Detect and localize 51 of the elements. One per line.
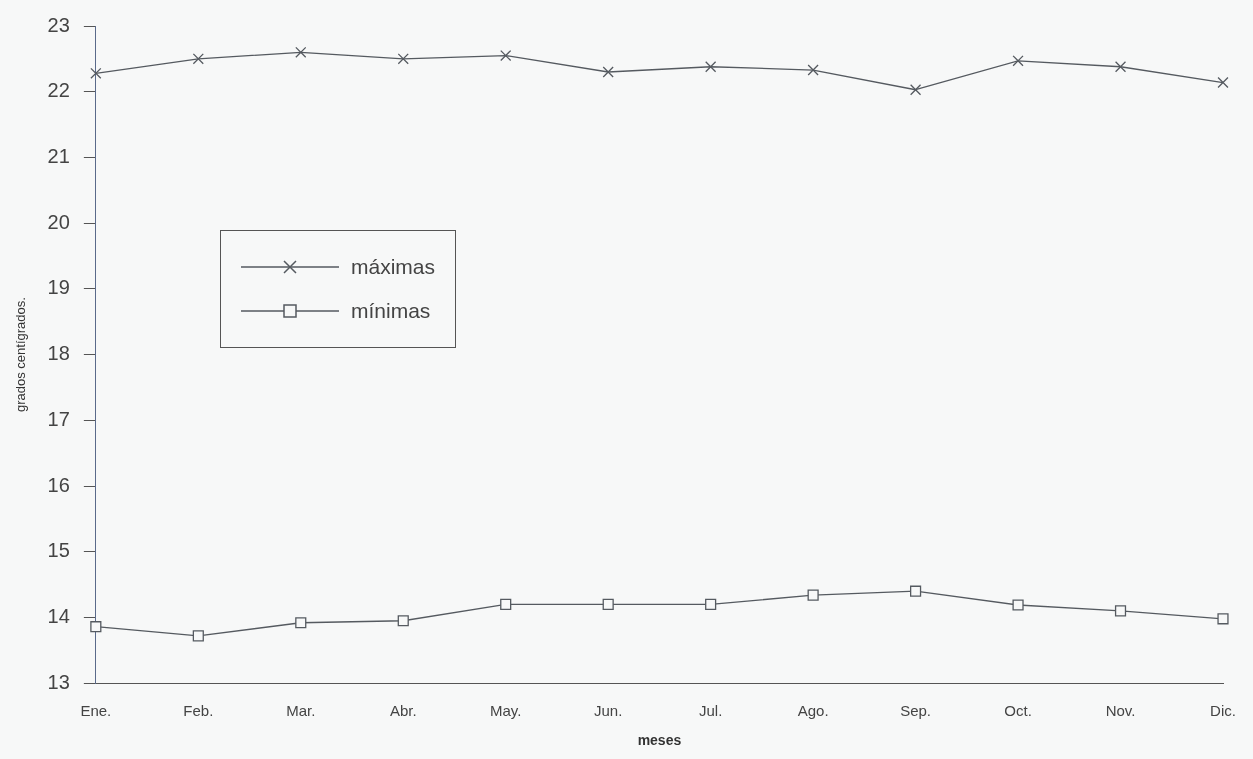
point [910, 585, 922, 597]
y-tick-label: 15 [47, 539, 70, 562]
point [705, 598, 717, 610]
point [807, 589, 819, 601]
point [807, 64, 819, 76]
x-tick-label: Ago. [797, 702, 829, 720]
point [1217, 76, 1229, 89]
point [397, 615, 409, 627]
x-tick-label: Dic. [1210, 702, 1236, 720]
point [90, 621, 102, 633]
point [1217, 613, 1229, 625]
y-tick-label: 18 [47, 342, 70, 365]
y-tick-label: 19 [47, 276, 70, 299]
x-tick-label: Oct. [1004, 702, 1032, 720]
x-tick-label: Nov. [1105, 702, 1136, 720]
x-tick-label: Jun. [594, 702, 623, 720]
point [1114, 61, 1127, 73]
y-axis-title: grados centígrados. [13, 297, 29, 413]
x-tick-label: Jul. [698, 702, 723, 720]
point [1012, 55, 1024, 67]
x-tick-label: Abr. [389, 702, 417, 720]
point [500, 49, 512, 62]
point [705, 61, 717, 73]
point [295, 46, 307, 58]
y-tick-label: 17 [47, 407, 70, 430]
point [910, 84, 922, 96]
y-tick-label: 13 [47, 670, 70, 693]
x-axis-title: meses [637, 732, 682, 749]
x-tick-label: Mar. [286, 702, 316, 720]
y-tick-label: 20 [47, 210, 70, 233]
point [602, 598, 614, 610]
x-tick-label: Ene. [80, 702, 112, 720]
y-tick-label: 23 [47, 13, 70, 36]
point [192, 53, 204, 65]
point [192, 630, 204, 642]
y-tick-label: 22 [47, 79, 70, 102]
y-tick-label: 14 [47, 605, 70, 627]
point [1114, 605, 1127, 617]
point [602, 66, 614, 78]
point [397, 53, 409, 65]
legend-label: mínimas [351, 299, 431, 323]
point [295, 617, 307, 629]
point [90, 67, 102, 79]
y-tick-label: 21 [47, 144, 70, 167]
x-tick-label: May. [490, 702, 522, 720]
point [500, 598, 512, 610]
point [1012, 599, 1024, 611]
x-tick-label: Feb. [183, 702, 214, 720]
y-tick-label: 16 [47, 473, 70, 496]
x-tick-label: Sep. [900, 702, 932, 720]
legend-label: máximas [351, 255, 436, 279]
